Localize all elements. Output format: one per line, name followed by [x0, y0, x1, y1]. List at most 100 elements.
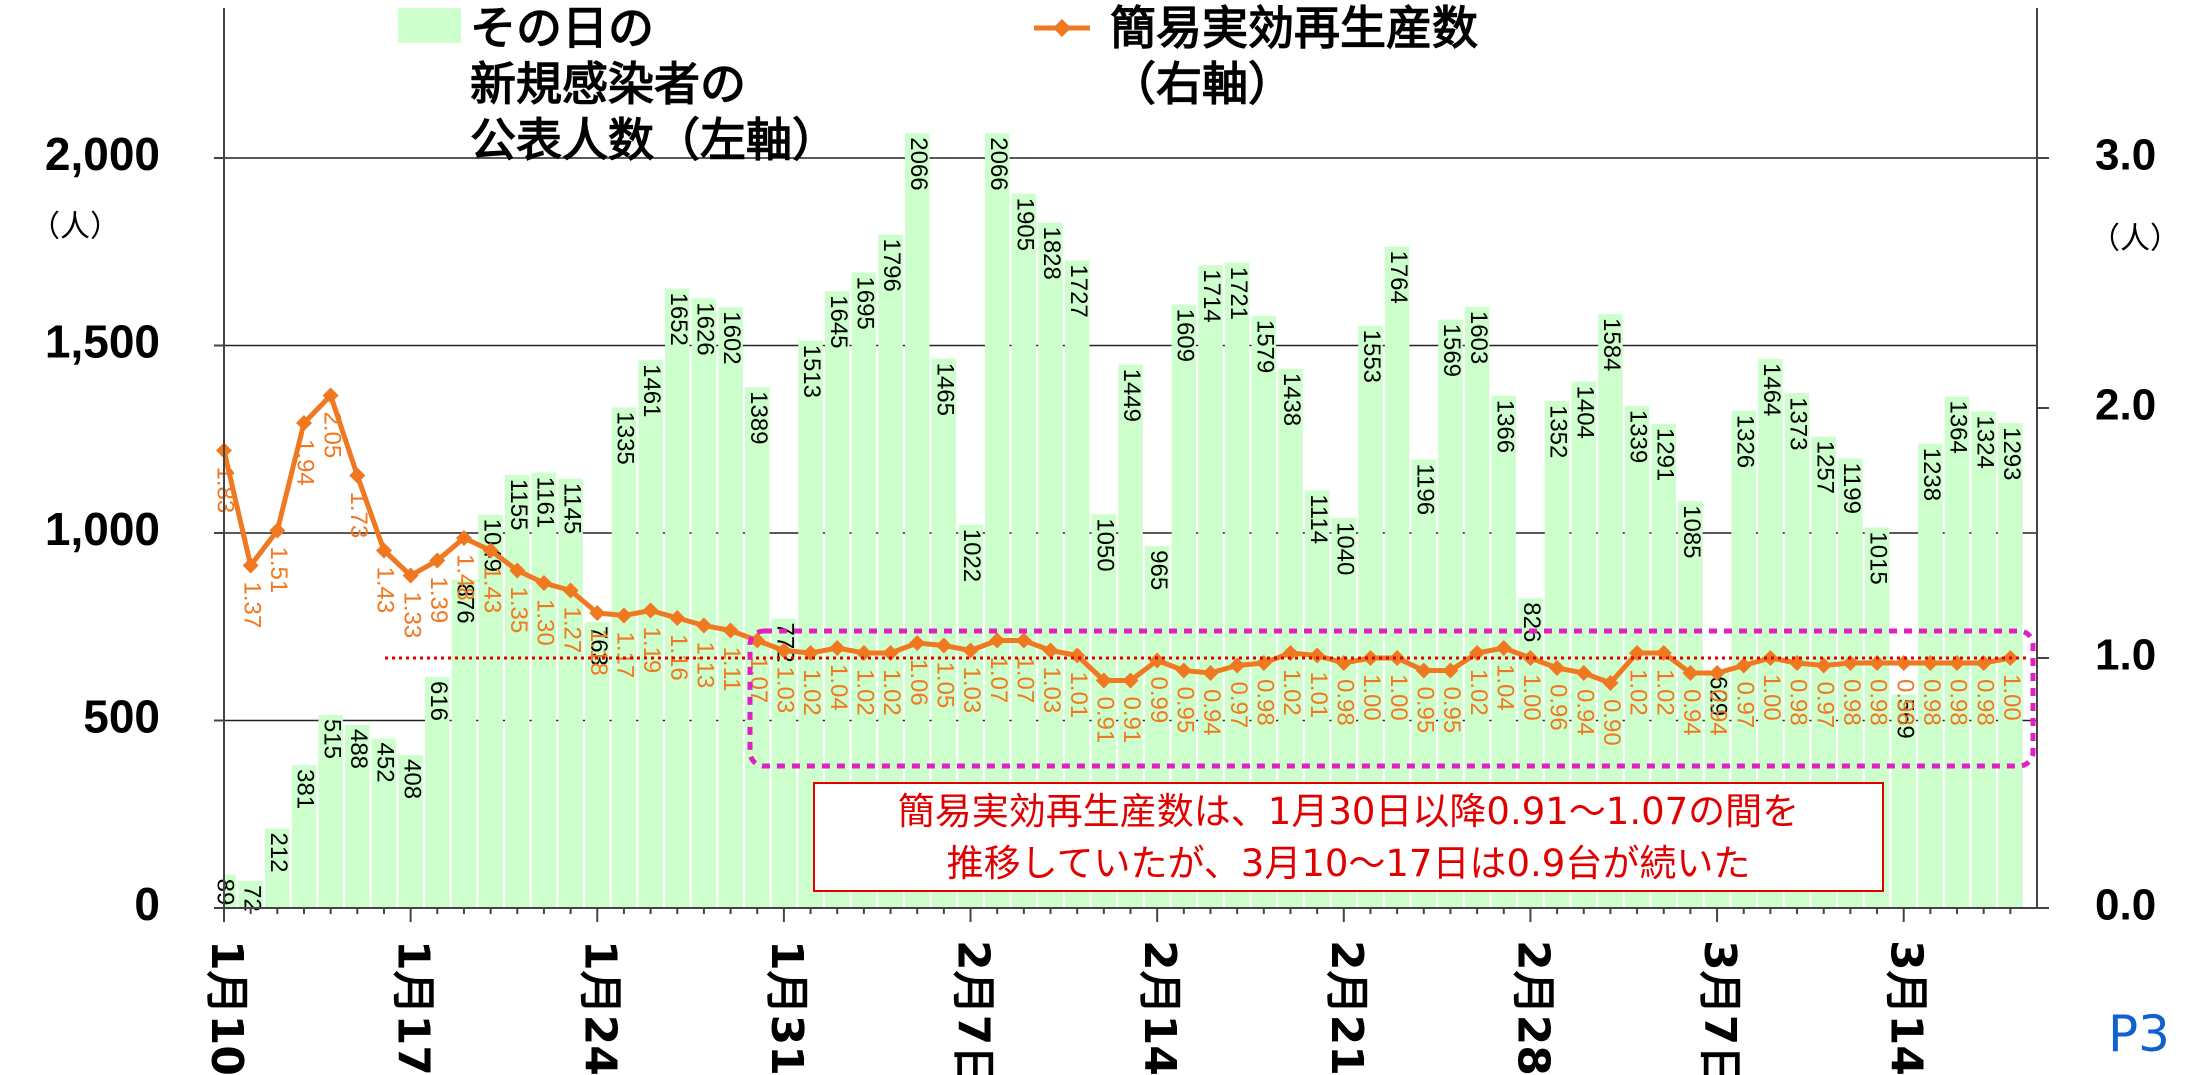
- bar-label: 2066: [905, 137, 932, 190]
- line-label: 1.73: [345, 492, 372, 539]
- x-tick-label: 1月10日: [201, 940, 252, 1075]
- bar-label: 1579: [1251, 320, 1278, 373]
- line-marker: [1522, 650, 1539, 666]
- line-marker: [1122, 672, 1139, 689]
- legend-marker: [1053, 19, 1071, 37]
- line-marker: [1682, 665, 1699, 681]
- bar: [1918, 443, 1943, 908]
- line-marker: [749, 632, 766, 649]
- line-marker: [909, 635, 926, 651]
- highlight-box: [747, 628, 2036, 769]
- line-label: 1.51: [265, 547, 292, 594]
- line-marker: [882, 645, 899, 661]
- line-label: 1.43: [478, 567, 505, 614]
- bar-label: 616: [425, 681, 452, 721]
- bar-label: 1291: [1651, 428, 1678, 481]
- line-marker: [1175, 662, 1192, 679]
- line-marker: [482, 542, 499, 559]
- x-tick-label: 1月17日: [388, 940, 439, 1075]
- bar-label: 1609: [1171, 309, 1198, 362]
- bar-label: 1022: [958, 529, 985, 582]
- bar-label: 89: [212, 879, 239, 906]
- bar-label: 452: [372, 743, 399, 783]
- bar: [718, 307, 743, 908]
- line-label: 1.02: [852, 669, 879, 716]
- line-marker: [1282, 645, 1299, 661]
- line-marker: [935, 637, 952, 654]
- bar-label: 1553: [1358, 330, 1385, 383]
- line-marker: [1415, 662, 1432, 679]
- bar-label: 515: [318, 719, 345, 759]
- line-label: 1.03: [772, 667, 799, 714]
- bar-label: 1464: [1758, 363, 1785, 416]
- x-tick-label: 2月21日: [1321, 940, 1372, 1075]
- bar-label: 1438: [1278, 373, 1305, 426]
- line-label: 0.98: [1331, 679, 1358, 726]
- bar: [638, 360, 663, 908]
- line-marker: [615, 607, 632, 624]
- bar-label: 1626: [692, 302, 719, 355]
- line-marker: [1389, 650, 1406, 666]
- line-label: 1.17: [612, 632, 639, 679]
- bar-label: 1335: [612, 411, 639, 464]
- line-label: 0.98: [1971, 679, 1998, 726]
- line-label: 1.04: [1491, 664, 1518, 711]
- bar: [291, 765, 317, 908]
- bar: [425, 677, 450, 908]
- annotation: 簡易実効再生産数は、1月30日以降0.91～1.07の間を 推移していたが、3月…: [813, 782, 1884, 892]
- line-label: 1.35: [505, 587, 532, 634]
- bar-label: 1645: [825, 295, 852, 348]
- line-marker: [429, 552, 446, 569]
- line-marker: [775, 642, 792, 659]
- line-marker: [535, 575, 552, 591]
- bar-label: 212: [265, 833, 292, 873]
- line-label: 1.00: [1998, 674, 2025, 721]
- line-marker: [1709, 665, 1726, 681]
- bar-label: 1373: [1785, 397, 1812, 450]
- y2-tick-label: 3.0: [2095, 131, 2156, 180]
- line-label: 1.43: [372, 567, 399, 614]
- line-label: 1.48: [452, 554, 479, 601]
- line-marker: [722, 622, 739, 639]
- legend-label: その日の 新規感染者の 公表人数（左軸）: [470, 1, 838, 167]
- bar-label: 1905: [1012, 198, 1039, 251]
- line-label: 1.07: [985, 657, 1012, 704]
- line-label: 1.33: [398, 592, 425, 639]
- x-tick-label: 2月14日: [1134, 940, 1185, 1075]
- bar: [771, 618, 797, 908]
- bar-label: 1602: [718, 311, 745, 364]
- line-marker: [1469, 645, 1486, 661]
- line-label: 0.96: [1545, 684, 1572, 731]
- line-label: 0.94: [1571, 689, 1598, 736]
- bar: [664, 288, 690, 908]
- line-label: 1.06: [905, 659, 932, 706]
- line-label: 1.83: [212, 467, 239, 514]
- y2-tick-label: 0.0: [2095, 881, 2156, 930]
- bar-label: 1695: [852, 276, 879, 329]
- bar: [451, 579, 477, 908]
- bar-label: 1050: [1091, 518, 1118, 571]
- line-label: 1.02: [798, 669, 825, 716]
- bar: [238, 881, 263, 908]
- line-label: 1.01: [1305, 672, 1332, 719]
- bar-label: 1465: [932, 363, 959, 416]
- line-marker: [855, 645, 872, 661]
- line-marker: [322, 387, 339, 404]
- bar: [345, 725, 370, 908]
- line-marker: [1842, 655, 1859, 671]
- line-label: 1.19: [638, 627, 665, 674]
- line-label: 0.94: [1678, 689, 1705, 736]
- line-label: 1.07: [745, 657, 772, 704]
- line-label: 0.97: [1731, 682, 1758, 729]
- line-marker: [669, 610, 686, 626]
- bar-label: 1449: [1118, 369, 1145, 422]
- line-label: 1.02: [1465, 669, 1492, 716]
- y2-tick-label: 2.0: [2095, 381, 2156, 430]
- line-label: 0.94: [1198, 689, 1225, 736]
- line-marker: [1015, 632, 1032, 649]
- x-tick-label: 1月24日: [574, 940, 625, 1075]
- bar-label: 1796: [878, 239, 905, 292]
- line-marker: [455, 530, 472, 546]
- line-marker: [1362, 650, 1379, 666]
